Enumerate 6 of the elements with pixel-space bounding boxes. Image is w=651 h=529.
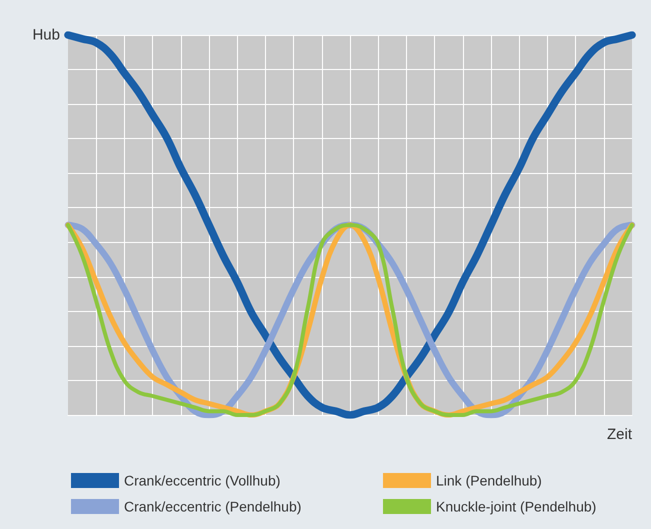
legend-label: Crank/eccentric (Pendelhub) (124, 498, 302, 514)
legend-label: Link (Pendelhub) (436, 472, 542, 488)
x-axis-title: Zeit (606, 426, 633, 443)
legend-label: Knuckle-joint (Pendelhub) (436, 498, 596, 514)
legend-label: Crank/eccentric (Vollhub) (124, 472, 280, 488)
y-axis-title: Hub (32, 26, 60, 44)
